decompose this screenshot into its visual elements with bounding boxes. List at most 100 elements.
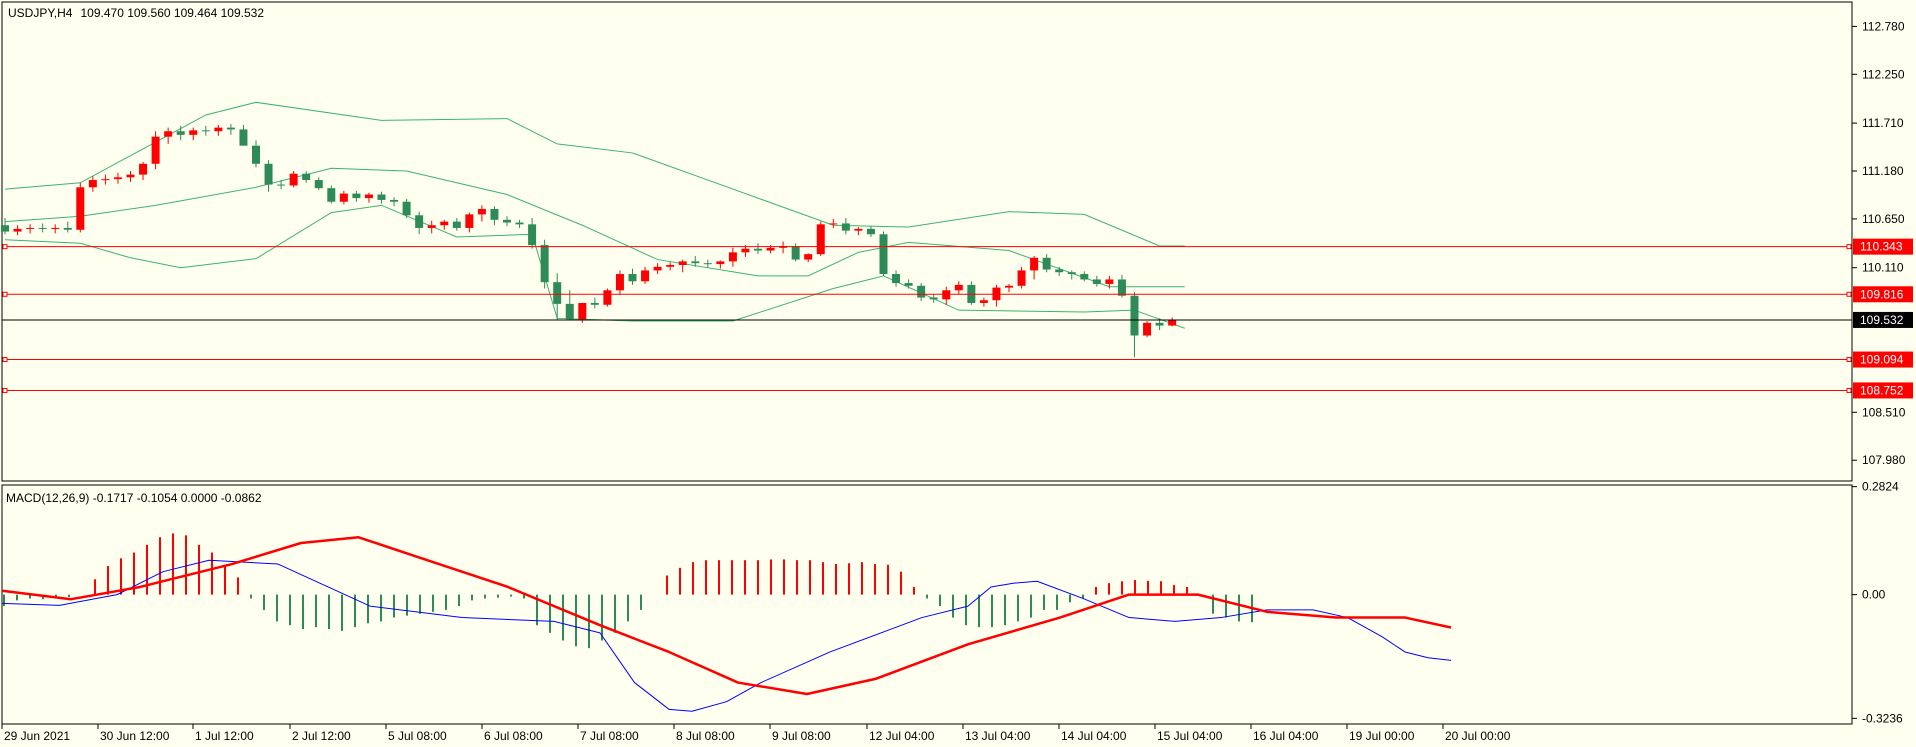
- macd-tick-label: 0.2824: [1862, 480, 1899, 494]
- level-handle-right[interactable]: [1846, 291, 1852, 297]
- level-handle-left[interactable]: [2, 291, 8, 297]
- time-tick-label: 13 Jul 04:00: [965, 729, 1031, 743]
- level-label: 108.752: [1860, 383, 1904, 397]
- candle: [63, 221, 72, 233]
- candle-body-bull: [716, 261, 725, 265]
- candle: [1092, 275, 1101, 287]
- candle: [1042, 254, 1051, 273]
- candle-body-bear: [1117, 279, 1126, 296]
- price-tick-label: 108.510: [1862, 405, 1906, 419]
- candle-body-bear: [515, 222, 524, 225]
- candle: [440, 219, 449, 230]
- candle-body-bear: [503, 219, 511, 223]
- level-handle-right[interactable]: [1846, 244, 1852, 250]
- candle: [13, 225, 22, 236]
- candle: [1055, 266, 1064, 276]
- candle: [1105, 275, 1114, 289]
- candle-body-bull: [603, 290, 612, 305]
- level-handle-right[interactable]: [1846, 357, 1852, 363]
- candle: [1130, 292, 1139, 358]
- price-tick-label: 110.650: [1862, 212, 1905, 226]
- candle: [691, 255, 700, 267]
- candle-body-bear: [264, 163, 273, 185]
- level-handle-left[interactable]: [2, 387, 8, 393]
- candle: [854, 227, 863, 236]
- candle-body-bear: [226, 127, 235, 130]
- candle: [314, 177, 323, 190]
- candle-body-bull: [465, 214, 474, 228]
- macd-main-line: [1, 559, 1452, 712]
- candle-body-bear: [1080, 274, 1089, 280]
- price-axis[interactable]: 112.780 112.250 111.710 111.180 110.650 110.1…: [1852, 19, 1906, 467]
- time-tick-label: 16 Jul 04:00: [1253, 729, 1319, 743]
- time-tick-label: 6 Jul 08:00: [484, 729, 543, 743]
- ohlc-readout: 109.470 109.560 109.464 109.532: [80, 6, 264, 20]
- candle: [26, 224, 35, 234]
- candle: [377, 191, 386, 204]
- symbol-title: USDJPY,H4: [8, 6, 73, 20]
- candle-body-bull: [741, 248, 750, 253]
- candle-body-bear: [490, 208, 499, 220]
- candle-body-bear: [917, 285, 926, 298]
- candle: [879, 231, 888, 276]
- time-tick-label: 5 Jul 08:00: [388, 729, 447, 743]
- price-tick-label: 111.180: [1862, 164, 1904, 178]
- candle: [678, 259, 687, 273]
- candle: [503, 216, 511, 227]
- candle-body-bull: [26, 227, 35, 229]
- candle-body-bear: [528, 224, 537, 246]
- price-pane-title: USDJPY,H4 109.470 109.560 109.464 109.532: [8, 6, 264, 20]
- candle-body-bear: [590, 302, 599, 305]
- time-axis[interactable]: 29 Jun 2021 30 Jun 12:00 1 Jul 12:00 2 Jul …: [1, 723, 1852, 743]
- candle: [402, 199, 411, 219]
- candle-body-bear: [176, 131, 185, 135]
- candle-body-bull: [164, 131, 173, 137]
- level-handle-left[interactable]: [2, 244, 8, 250]
- level-tag: [1853, 382, 1913, 399]
- candle-body-bear: [314, 180, 323, 189]
- current-price-tag: [1853, 311, 1913, 328]
- candle-body-bear: [63, 227, 72, 230]
- candle-body-bear: [352, 193, 361, 199]
- candle: [565, 290, 574, 321]
- candle-body-bear: [277, 184, 286, 186]
- candle: [716, 260, 725, 269]
- candle: [942, 286, 951, 305]
- candle: [364, 192, 373, 203]
- level-tag: [1853, 351, 1913, 368]
- candle-body-bear: [327, 188, 336, 202]
- candle-body-bull: [1143, 322, 1152, 336]
- time-tick-label: 15 Jul 04:00: [1157, 729, 1223, 743]
- candle: [239, 124, 248, 146]
- candle-body-bear: [553, 282, 562, 304]
- price-tick-label: 110.110: [1862, 261, 1904, 275]
- candle-body-bull: [427, 225, 436, 228]
- level-handle-right[interactable]: [1846, 387, 1852, 393]
- macd-axis[interactable]: 0.2824 0.00 -0.3236: [1852, 480, 1903, 726]
- candle-body-bull: [578, 302, 587, 320]
- candle-body-bull: [641, 270, 650, 282]
- candle-body-bull: [339, 193, 348, 202]
- candle-body-bull: [113, 177, 122, 180]
- level-handle-left[interactable]: [2, 357, 8, 363]
- candle: [917, 283, 926, 302]
- candle: [1168, 317, 1177, 327]
- price-tick-label: 112.780: [1862, 19, 1905, 33]
- time-tick-label: 9 Jul 08:00: [772, 729, 831, 743]
- candle: [289, 171, 298, 188]
- candle-body-bear: [565, 303, 574, 320]
- candle: [201, 125, 210, 136]
- candle-body-bear: [252, 145, 260, 164]
- macd-signal-line: [1, 536, 1452, 696]
- candle-body-bull: [51, 227, 60, 229]
- candle-body-bear: [691, 261, 700, 264]
- candle-body-bear: [402, 201, 411, 216]
- candle-body-bear: [892, 274, 901, 284]
- candle-body-bull: [954, 284, 963, 291]
- time-tick-label: 2 Jul 12:00: [292, 729, 351, 743]
- candle: [829, 218, 838, 228]
- candle: [88, 176, 97, 192]
- horizontal-levels[interactable]: 110.343 109.816 109.094 108.752 109.532: [2, 238, 1913, 399]
- price-pane[interactable]: 110.343 109.816 109.094 108.752 109.532 USDJ…: [1, 1, 1913, 482]
